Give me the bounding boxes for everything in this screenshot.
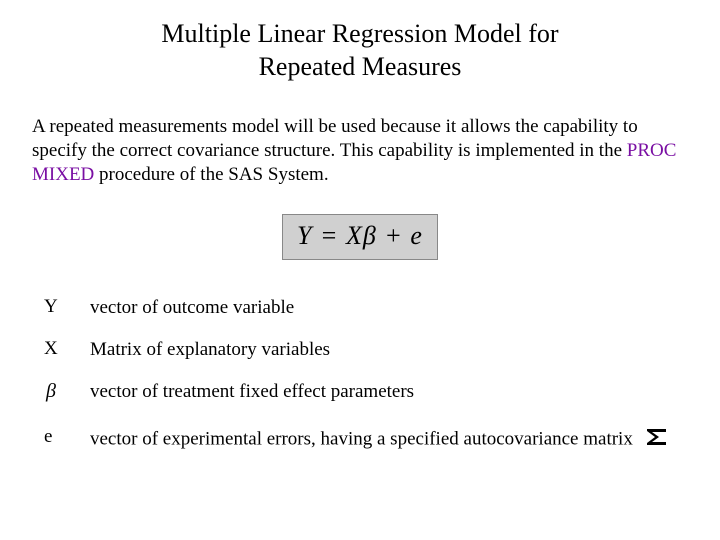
- beta-icon: β: [44, 380, 66, 402]
- title-line-1: Multiple Linear Regression Model for: [161, 19, 558, 48]
- definition-text-inner: vector of experimental errors, having a …: [90, 428, 633, 449]
- equation-box: Y = Xβ + e: [282, 214, 438, 260]
- definition-symbol: β: [44, 380, 90, 408]
- definition-text: vector of experimental errors, having a …: [90, 426, 670, 455]
- definition-symbol: X: [44, 338, 90, 360]
- definition-row: β vector of treatment fixed effect param…: [44, 380, 688, 408]
- slide-content: Multiple Linear Regression Model for Rep…: [0, 0, 720, 455]
- paragraph-pre: A repeated measurements model will be us…: [32, 116, 638, 161]
- definition-symbol: e: [44, 426, 90, 448]
- definition-row: Y vector of outcome variable: [44, 296, 688, 320]
- definition-text: vector of outcome variable: [90, 296, 294, 320]
- paragraph-post: procedure of the SAS System.: [94, 164, 328, 185]
- title-line-2: Repeated Measures: [259, 52, 462, 81]
- definition-row: X Matrix of explanatory variables: [44, 338, 688, 362]
- definition-row: e vector of experimental errors, having …: [44, 426, 688, 455]
- definition-text: Matrix of explanatory variables: [90, 338, 330, 362]
- svg-text:β: β: [45, 380, 56, 402]
- sigma-icon: [644, 426, 670, 455]
- definition-text: vector of treatment fixed effect paramet…: [90, 380, 414, 404]
- intro-paragraph: A repeated measurements model will be us…: [32, 115, 688, 186]
- equation-text: Y = Xβ + e: [297, 221, 423, 250]
- equation-container: Y = Xβ + e: [32, 214, 688, 260]
- definition-symbol: Y: [44, 296, 90, 318]
- page-title: Multiple Linear Regression Model for Rep…: [32, 18, 688, 83]
- definitions-list: Y vector of outcome variable X Matrix of…: [32, 296, 688, 454]
